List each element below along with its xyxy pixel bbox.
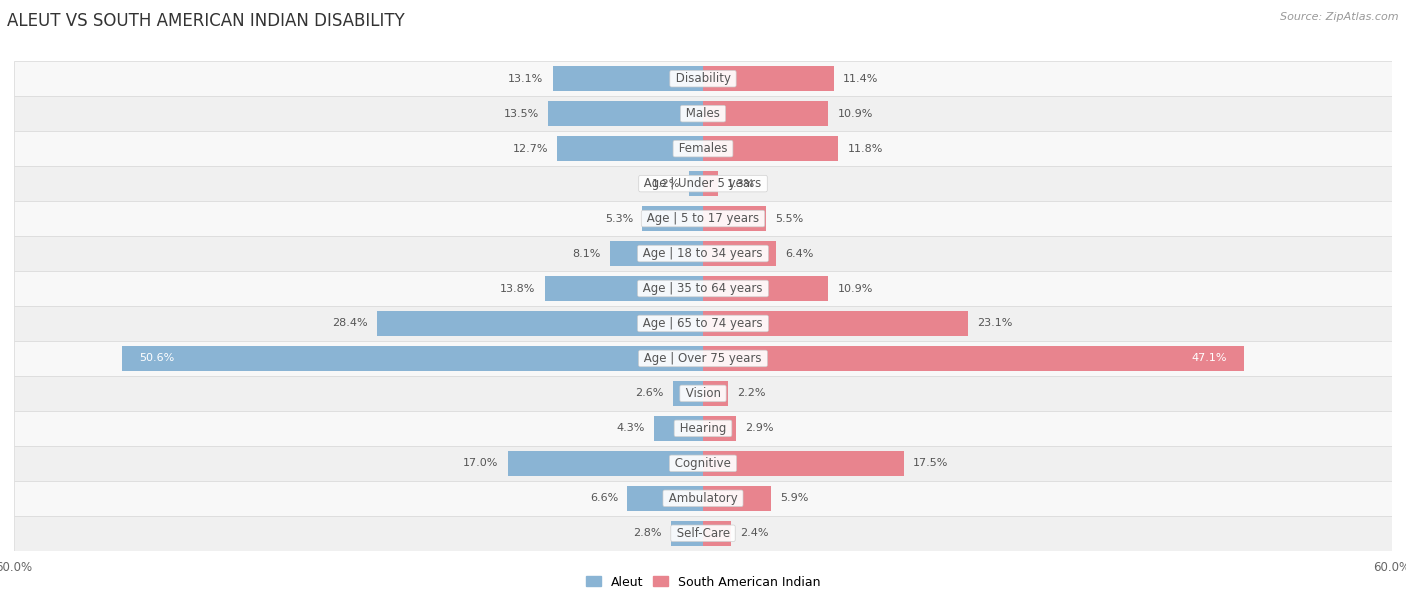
Bar [703,276,828,301]
Bar [377,311,703,336]
Bar [14,201,1392,236]
Bar [610,241,703,266]
Bar [703,346,1244,371]
Bar [689,171,703,196]
Bar [544,276,703,301]
Bar [14,131,1392,166]
Text: Ambulatory: Ambulatory [665,492,741,505]
Bar [673,381,703,406]
Text: 17.0%: 17.0% [463,458,499,468]
Bar [703,486,770,511]
Text: Cognitive: Cognitive [671,457,735,470]
Bar [14,271,1392,306]
Bar [654,416,703,441]
Text: ALEUT VS SOUTH AMERICAN INDIAN DISABILITY: ALEUT VS SOUTH AMERICAN INDIAN DISABILIT… [7,12,405,30]
Text: Vision: Vision [682,387,724,400]
Bar [14,341,1392,376]
Bar [508,451,703,476]
Text: 5.3%: 5.3% [605,214,633,223]
Text: 4.3%: 4.3% [616,424,644,433]
Text: Source: ZipAtlas.com: Source: ZipAtlas.com [1281,12,1399,22]
Text: Females: Females [675,142,731,155]
Text: 47.1%: 47.1% [1191,354,1226,364]
Text: 6.4%: 6.4% [786,248,814,258]
Text: 17.5%: 17.5% [912,458,949,468]
Text: Age | 5 to 17 years: Age | 5 to 17 years [643,212,763,225]
Text: 2.8%: 2.8% [633,528,662,539]
Bar [14,481,1392,516]
Text: 13.5%: 13.5% [503,109,538,119]
Bar [14,236,1392,271]
Bar [703,66,834,91]
Bar [14,516,1392,551]
Bar [14,96,1392,131]
Text: Males: Males [682,107,724,120]
Text: 11.8%: 11.8% [848,144,883,154]
Bar [627,486,703,511]
Text: 1.3%: 1.3% [727,179,755,188]
Legend: Aleut, South American Indian: Aleut, South American Indian [581,570,825,594]
Bar [14,411,1392,446]
Text: Age | Over 75 years: Age | Over 75 years [640,352,766,365]
Text: Age | Under 5 years: Age | Under 5 years [641,177,765,190]
Text: 2.9%: 2.9% [745,424,773,433]
Text: 6.6%: 6.6% [589,493,619,503]
Text: 28.4%: 28.4% [332,318,368,329]
Bar [703,136,838,161]
Text: Age | 18 to 34 years: Age | 18 to 34 years [640,247,766,260]
Text: 2.2%: 2.2% [738,389,766,398]
Text: Age | 35 to 64 years: Age | 35 to 64 years [640,282,766,295]
Text: 1.2%: 1.2% [651,179,681,188]
Bar [548,101,703,126]
Bar [703,381,728,406]
Text: Disability: Disability [672,72,734,85]
Text: 5.5%: 5.5% [775,214,804,223]
Text: 12.7%: 12.7% [513,144,548,154]
Bar [14,446,1392,481]
Bar [703,171,718,196]
Text: 10.9%: 10.9% [838,283,873,294]
Text: 13.8%: 13.8% [501,283,536,294]
Bar [14,61,1392,96]
Bar [122,346,703,371]
Bar [14,166,1392,201]
Text: 2.6%: 2.6% [636,389,664,398]
Bar [671,521,703,546]
Bar [703,311,969,336]
Bar [14,376,1392,411]
Text: 13.1%: 13.1% [508,73,543,84]
Text: 11.4%: 11.4% [844,73,879,84]
Text: Hearing: Hearing [676,422,730,435]
Bar [703,206,766,231]
Text: 2.4%: 2.4% [740,528,768,539]
Bar [703,521,731,546]
Text: 8.1%: 8.1% [572,248,600,258]
Text: Self-Care: Self-Care [672,527,734,540]
Bar [703,101,828,126]
Bar [703,241,776,266]
Bar [553,66,703,91]
Text: 50.6%: 50.6% [139,354,174,364]
Bar [14,306,1392,341]
Bar [643,206,703,231]
Bar [557,136,703,161]
Text: Age | 65 to 74 years: Age | 65 to 74 years [640,317,766,330]
Text: 10.9%: 10.9% [838,109,873,119]
Text: 23.1%: 23.1% [977,318,1012,329]
Bar [703,416,737,441]
Text: 5.9%: 5.9% [780,493,808,503]
Bar [703,451,904,476]
